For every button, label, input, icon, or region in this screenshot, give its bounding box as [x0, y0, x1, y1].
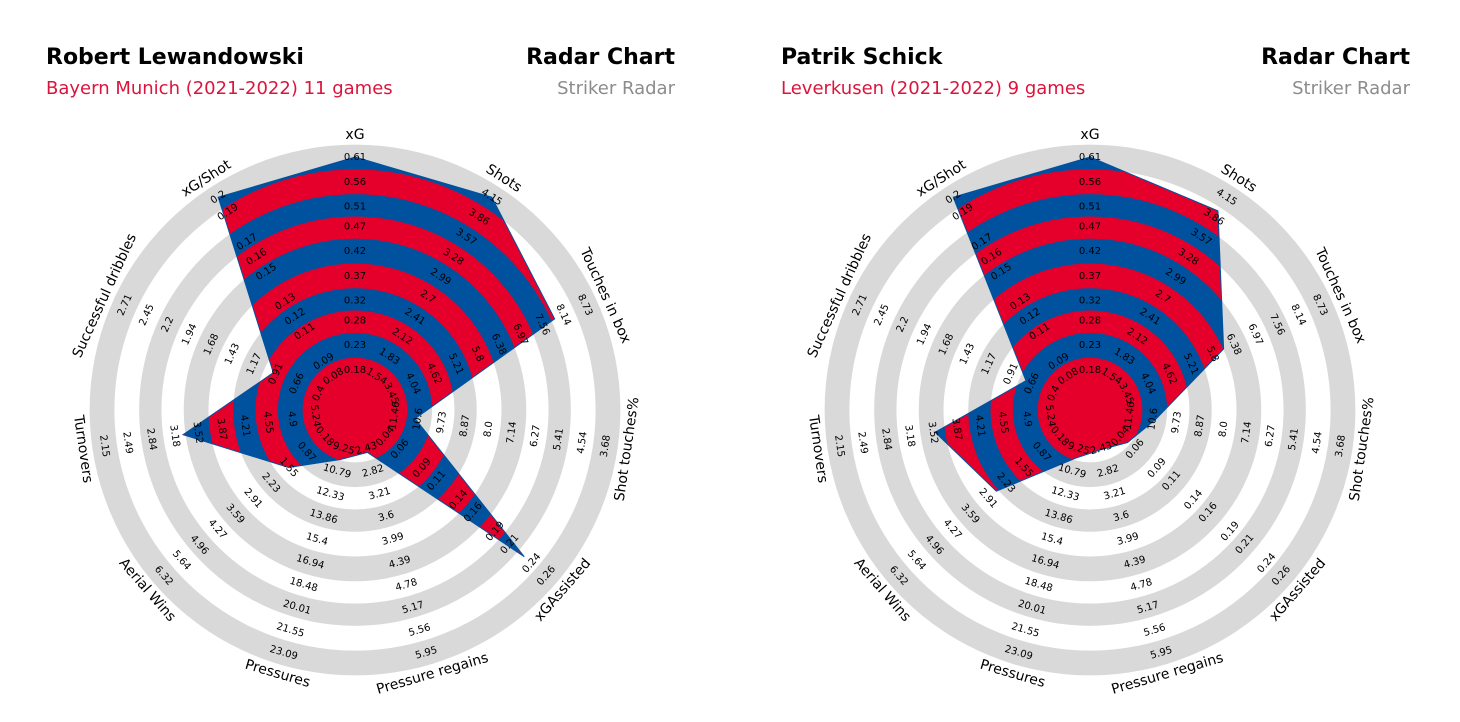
- tick-label: 0.18: [344, 365, 366, 376]
- tick-label: 4.54: [576, 431, 590, 455]
- tick-label: 0.61: [1079, 152, 1101, 163]
- tick-label: 8.0: [482, 421, 495, 438]
- area-band: [1037, 357, 1143, 463]
- tick-label: 8.87: [458, 414, 472, 438]
- tick-label: 6.27: [1264, 424, 1278, 448]
- tick-label: 3.6: [377, 509, 395, 524]
- tick-label: 0.37: [344, 271, 366, 282]
- area-band: [302, 357, 408, 463]
- tick-label: 3.87: [214, 417, 228, 441]
- tick-label: 0.56: [1079, 177, 1101, 188]
- tick-label: 3.52: [926, 421, 940, 445]
- tick-label: 0.28: [1079, 315, 1101, 326]
- chart-subtitle: Striker Radar: [1292, 78, 1410, 99]
- tick-label: 11.46: [1123, 401, 1138, 431]
- tick-label: 0.42: [344, 246, 366, 257]
- tick-label: 0.18: [1079, 365, 1101, 376]
- axis-label: xG: [1080, 127, 1099, 143]
- tick-label: 0.51: [344, 202, 366, 213]
- tick-label: 2.49: [120, 431, 134, 455]
- tick-label: 2.84: [144, 428, 158, 452]
- tick-label: 0.32: [1079, 296, 1101, 307]
- player-name: Robert Lewandowski: [46, 45, 304, 70]
- tick-label: 3.68: [599, 434, 613, 458]
- tick-label: 0.56: [344, 177, 366, 188]
- tick-label: 0.23: [344, 340, 366, 351]
- tick-label: 5.24: [1043, 404, 1057, 428]
- tick-label: 4.9: [1020, 410, 1033, 427]
- chart-subtitle: Striker Radar: [557, 78, 675, 99]
- tick-label: 10.6: [411, 407, 425, 431]
- tick-label: 9.73: [1170, 411, 1184, 435]
- player-polygon: [934, 156, 1225, 492]
- tick-label: 4.54: [1311, 431, 1325, 455]
- tick-label: 7.14: [1240, 421, 1254, 445]
- tick-label: 0.32: [344, 296, 366, 307]
- tick-label: 2.15: [832, 434, 846, 458]
- player-polygon: [181, 156, 556, 558]
- tick-label: 8.87: [1193, 414, 1207, 438]
- tick-label: 8.0: [1217, 421, 1230, 438]
- tick-label: 3.6: [1112, 509, 1130, 524]
- tick-label: 4.55: [996, 411, 1010, 435]
- player-subtitle: Leverkusen (2021-2022) 9 games: [781, 78, 1085, 99]
- tick-label: 4.21: [238, 414, 252, 438]
- tick-label: 4.9: [285, 410, 298, 427]
- tick-label: 11.46: [388, 401, 403, 431]
- tick-label: 3.52: [191, 421, 205, 445]
- chart-title: Radar Chart: [526, 45, 675, 70]
- tick-label: 5.41: [552, 428, 566, 452]
- tick-label: 5.24: [308, 404, 322, 428]
- tick-label: 0.28: [344, 315, 366, 326]
- tick-label: 9.73: [435, 411, 449, 435]
- tick-label: 0.42: [1079, 246, 1101, 257]
- tick-label: 3.18: [902, 424, 916, 448]
- axis-label: xG: [345, 127, 364, 143]
- tick-label: 3.18: [167, 424, 181, 448]
- tick-label: 0.23: [1079, 340, 1101, 351]
- tick-label: 2.49: [855, 431, 869, 455]
- tick-label: 0.37: [1079, 271, 1101, 282]
- chart-title: Radar Chart: [1261, 45, 1410, 70]
- tick-label: 6.27: [529, 424, 543, 448]
- tick-label: 0.51: [1079, 202, 1101, 213]
- tick-label: 0.61: [344, 152, 366, 163]
- tick-label: 5.41: [1287, 428, 1301, 452]
- player-subtitle: Bayern Munich (2021-2022) 11 games: [46, 78, 393, 99]
- tick-label: 2.15: [97, 434, 111, 458]
- tick-label: 0.47: [1079, 221, 1101, 232]
- tick-label: 2.84: [879, 428, 893, 452]
- tick-label: 10.6: [1146, 407, 1160, 431]
- tick-label: 3.68: [1334, 434, 1348, 458]
- player-name: Patrik Schick: [781, 45, 944, 70]
- tick-label: 4.55: [261, 411, 275, 435]
- tick-label: 7.14: [505, 421, 519, 445]
- tick-label: 3.87: [949, 417, 963, 441]
- tick-label: 4.21: [973, 414, 987, 438]
- tick-label: 0.47: [344, 221, 366, 232]
